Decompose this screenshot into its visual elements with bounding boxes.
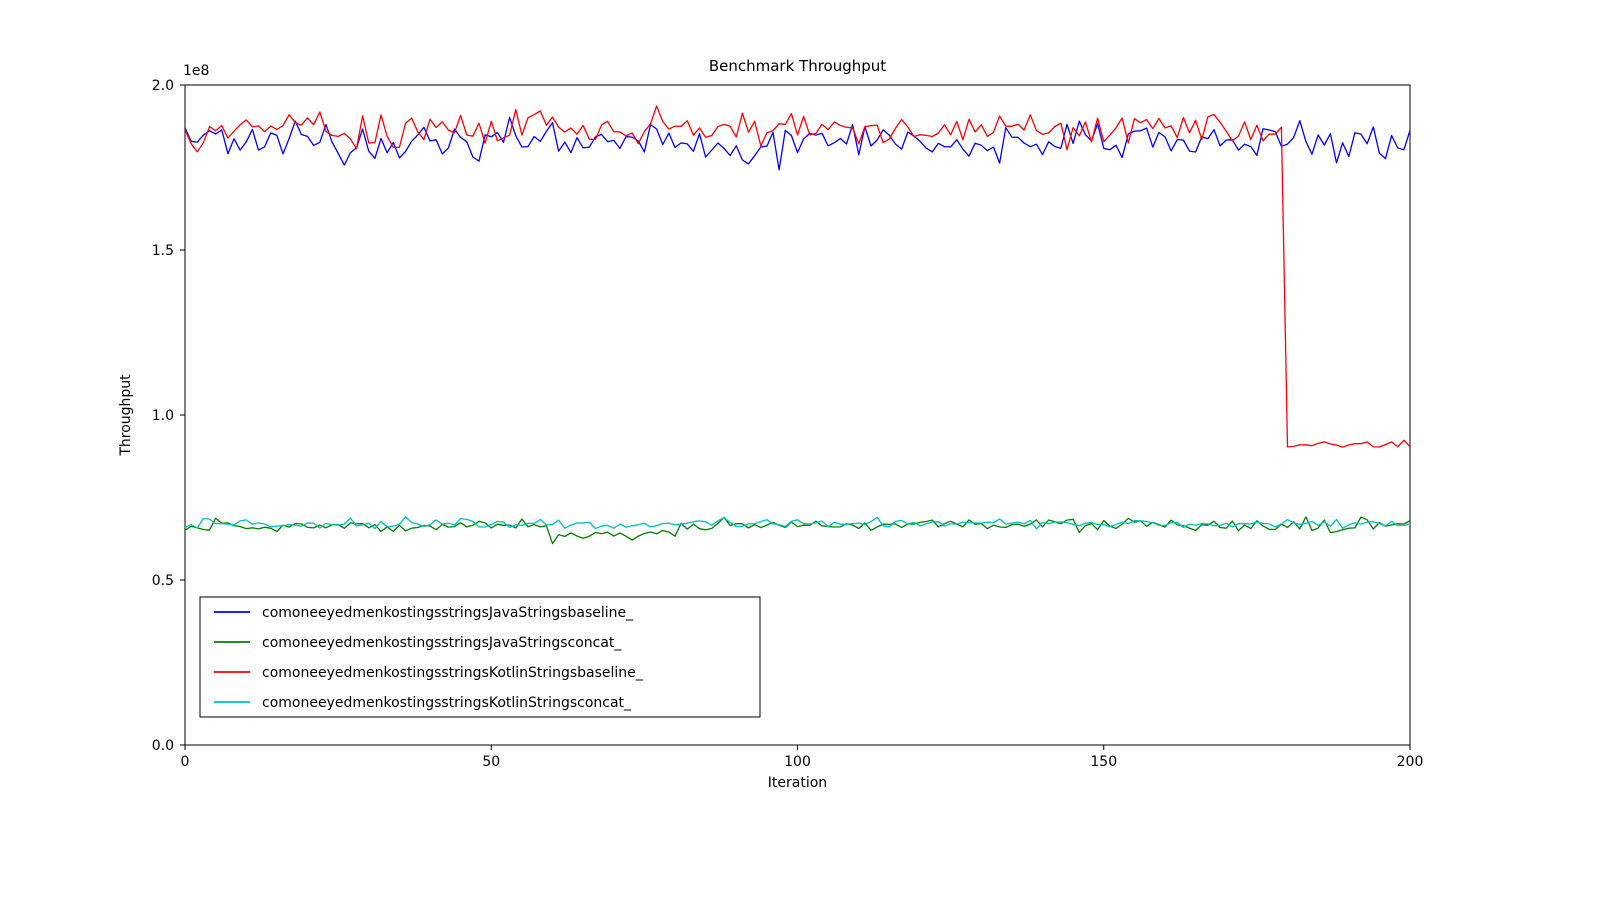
y-axis-exponent: 1e8 [183,63,209,79]
y-tick-label: 0.0 [152,738,174,754]
series-line [185,517,1410,544]
y-axis-label: Throughput [118,374,134,457]
chart-container: 0 50 100 150 200 0.0 0.5 1.0 1.5 2.0 1e8 Benchmark … [0,0,1600,900]
lines-group [185,106,1410,544]
y-tick-label: 1.5 [152,243,174,259]
x-tick-label: 100 [784,754,811,770]
legend-label: comoneeyedmenkostingsstringsKotlinString… [262,695,632,711]
x-axis-label: Iteration [768,775,827,791]
benchmark-throughput-chart: 0 50 100 150 200 0.0 0.5 1.0 1.5 2.0 1e8 Benchmark … [0,0,1600,900]
legend-label: comoneeyedmenkostingsstringsKotlinString… [262,665,644,681]
legend: comoneeyedmenkostingsstringsJavaStringsb… [200,597,760,717]
y-tick-label: 2.0 [152,78,174,94]
x-tick-label: 200 [1397,754,1424,770]
y-tick-label: 1.0 [152,408,174,424]
x-tick-label: 150 [1090,754,1117,770]
series-line [185,106,1410,447]
y-tick-label: 0.5 [152,573,174,589]
legend-label: comoneeyedmenkostingsstringsJavaStringsb… [262,605,634,621]
x-tick-label: 0 [181,754,190,770]
legend-label: comoneeyedmenkostingsstringsJavaStringsc… [262,635,622,651]
chart-title: Benchmark Throughput [709,57,886,75]
x-tick-label: 50 [482,754,500,770]
